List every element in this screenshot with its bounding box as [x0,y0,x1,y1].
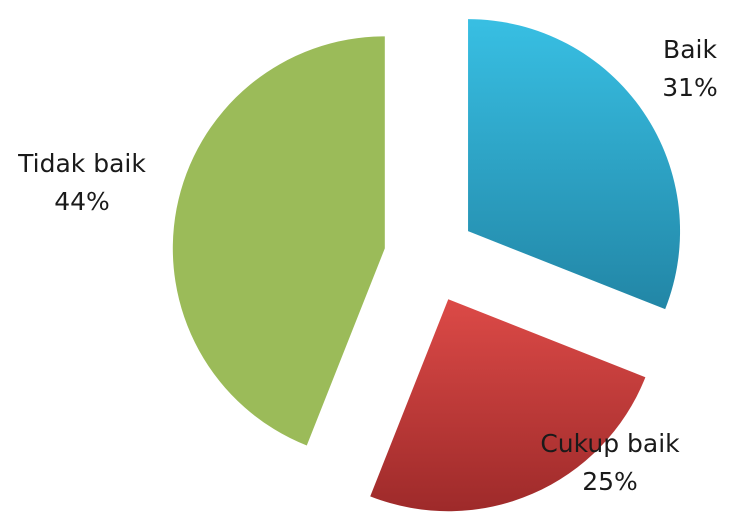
pie-slice-tidak-baik [172,36,385,446]
slice-value-text: 25% [582,467,638,496]
slice-label-tidak-baik: Tidak baik 44% [17,149,146,216]
pie-slices [172,19,681,512]
slice-category-text: Cukup baik [540,429,680,458]
slice-label-cukup-baik: Cukup baik 25% [540,429,680,496]
slice-value-text: 44% [54,187,110,216]
pie-labels: Baik 31% Cukup baik 25% Tidak baik 44% [17,35,718,496]
pie-slice-baik [468,19,681,310]
pie-slice-cukup-baik [370,299,646,512]
slice-category-text: Tidak baik [17,149,146,178]
slice-value-text: 31% [662,73,718,102]
slice-label-baik: Baik 31% [662,35,718,102]
slice-category-text: Baik [663,35,717,64]
